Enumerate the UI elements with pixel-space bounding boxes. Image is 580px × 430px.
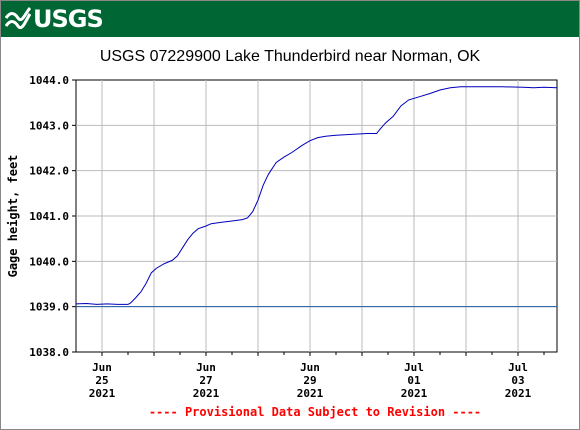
x-tick-label: Jul	[508, 361, 528, 374]
y-tick-label: 1044.0	[29, 74, 69, 87]
y-tick-label: 1042.0	[29, 165, 69, 178]
x-tick-label: 29	[303, 374, 316, 387]
x-tick-label: 2021	[505, 387, 532, 400]
y-tick-label: 1038.0	[29, 346, 69, 359]
x-tick-label: Jun	[196, 361, 216, 374]
x-tick-label: Jun	[300, 361, 320, 374]
x-tick-label: Jun	[92, 361, 112, 374]
x-axis-ticks: Jun252021Jun272021Jun292021Jul012021Jul0…	[89, 352, 545, 400]
series-line-gage-height	[75, 86, 558, 305]
provisional-notice: ---- Provisional Data Subject to Revisio…	[149, 405, 481, 419]
y-axis-label: Gage height, feet	[6, 155, 20, 278]
usgs-banner: USGS	[1, 1, 579, 37]
x-tick-label: 2021	[89, 387, 116, 400]
x-tick-label: 2021	[401, 387, 428, 400]
chart-title: USGS 07229900 Lake Thunderbird near Norm…	[100, 48, 481, 65]
usgs-wave-icon	[5, 6, 31, 29]
x-tick-label: 03	[511, 374, 524, 387]
y-tick-label: 1041.0	[29, 210, 69, 223]
x-tick-label: 2021	[193, 387, 220, 400]
x-tick-label: 01	[407, 374, 421, 387]
y-tick-label: 1040.0	[29, 255, 69, 268]
x-tick-label: Jul	[404, 361, 424, 374]
x-tick-label: 27	[199, 374, 212, 387]
y-tick-label: 1039.0	[29, 301, 69, 314]
y-tick-label: 1043.0	[29, 119, 69, 132]
y-axis-ticks: 1038.0 1039.0 1040.0 1041.0 1042.0 1043.0 1044…	[29, 74, 76, 359]
usgs-logo-text: USGS	[33, 5, 104, 33]
usgs-logo[interactable]: USGS	[5, 5, 104, 33]
x-tick-label: 25	[95, 374, 108, 387]
x-tick-label: 2021	[297, 387, 324, 400]
